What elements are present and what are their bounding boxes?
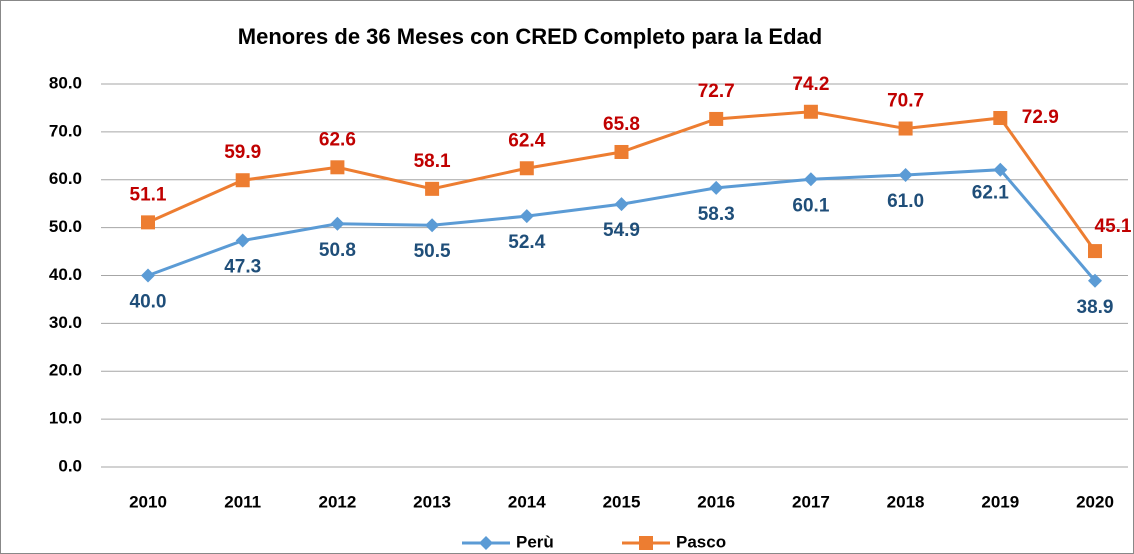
y-tick-label: 40.0 bbox=[49, 265, 82, 284]
x-tick-label: 2011 bbox=[224, 492, 261, 511]
data-label: 45.1 bbox=[1095, 216, 1132, 237]
y-tick-label: 10.0 bbox=[49, 409, 82, 428]
data-point bbox=[898, 121, 913, 136]
x-tick-label: 2019 bbox=[981, 492, 1019, 511]
data-label: 61.0 bbox=[887, 191, 924, 212]
x-tick-label: 2020 bbox=[1076, 492, 1114, 511]
data-label: 65.8 bbox=[603, 114, 640, 135]
data-point bbox=[709, 111, 724, 126]
x-tick-label: 2016 bbox=[697, 492, 735, 511]
x-tick-label: 2012 bbox=[318, 492, 356, 511]
data-label: 60.1 bbox=[792, 195, 829, 216]
data-label: 59.9 bbox=[224, 142, 261, 163]
x-tick-label: 2015 bbox=[603, 492, 641, 511]
data-label: 54.9 bbox=[603, 220, 640, 241]
data-label: 58.3 bbox=[698, 204, 735, 225]
data-label: 70.7 bbox=[887, 91, 924, 112]
x-tick-label: 2014 bbox=[508, 492, 546, 511]
legend-label: Perù bbox=[516, 532, 554, 551]
y-tick-label: 60.0 bbox=[49, 169, 82, 188]
y-tick-label: 20.0 bbox=[49, 361, 82, 380]
data-label: 74.2 bbox=[792, 74, 829, 95]
data-label: 50.5 bbox=[414, 241, 451, 262]
data-point bbox=[993, 162, 1008, 177]
data-point bbox=[330, 160, 345, 175]
x-tick-label: 2018 bbox=[887, 492, 925, 511]
data-label: 72.7 bbox=[698, 81, 735, 102]
data-point bbox=[235, 233, 250, 248]
legend-marker bbox=[479, 536, 493, 550]
data-point bbox=[898, 167, 913, 182]
data-point bbox=[330, 216, 345, 231]
data-point bbox=[993, 110, 1008, 125]
data-label: 62.1 bbox=[972, 183, 1009, 204]
data-point bbox=[614, 144, 629, 159]
data-point bbox=[709, 180, 724, 195]
data-point bbox=[141, 268, 155, 283]
data-label: 51.1 bbox=[130, 184, 167, 205]
data-point bbox=[425, 218, 440, 233]
data-label: 62.6 bbox=[319, 129, 356, 150]
data-point bbox=[1088, 244, 1102, 259]
y-tick-label: 80.0 bbox=[49, 73, 82, 92]
data-point bbox=[519, 209, 534, 224]
data-point bbox=[803, 104, 818, 119]
data-label: 50.8 bbox=[319, 240, 356, 261]
data-label: 72.9 bbox=[1022, 107, 1059, 128]
data-label: 58.1 bbox=[414, 151, 451, 172]
y-tick-label: 30.0 bbox=[49, 313, 82, 332]
x-tick-label: 2017 bbox=[792, 492, 830, 511]
data-label: 62.4 bbox=[508, 130, 545, 151]
data-point bbox=[614, 197, 629, 212]
legend-label: Pasco bbox=[676, 532, 726, 551]
data-label: 38.9 bbox=[1077, 297, 1114, 318]
data-label: 40.0 bbox=[130, 292, 167, 313]
data-label: 47.3 bbox=[224, 257, 261, 278]
x-tick-label: 2010 bbox=[129, 492, 167, 511]
y-tick-label: 0.0 bbox=[58, 456, 82, 475]
data-point bbox=[1088, 273, 1102, 288]
data-label: 52.4 bbox=[508, 232, 545, 253]
chart-title: Menores de 36 Meses con CRED Completo pa… bbox=[238, 24, 822, 49]
data-point bbox=[141, 215, 155, 230]
legend-marker bbox=[639, 536, 653, 550]
data-point bbox=[425, 181, 440, 196]
y-tick-label: 70.0 bbox=[49, 121, 82, 140]
y-tick-label: 50.0 bbox=[49, 217, 82, 236]
data-point bbox=[803, 172, 818, 187]
data-point bbox=[519, 161, 534, 176]
data-point bbox=[235, 173, 250, 188]
x-tick-label: 2013 bbox=[413, 492, 451, 511]
